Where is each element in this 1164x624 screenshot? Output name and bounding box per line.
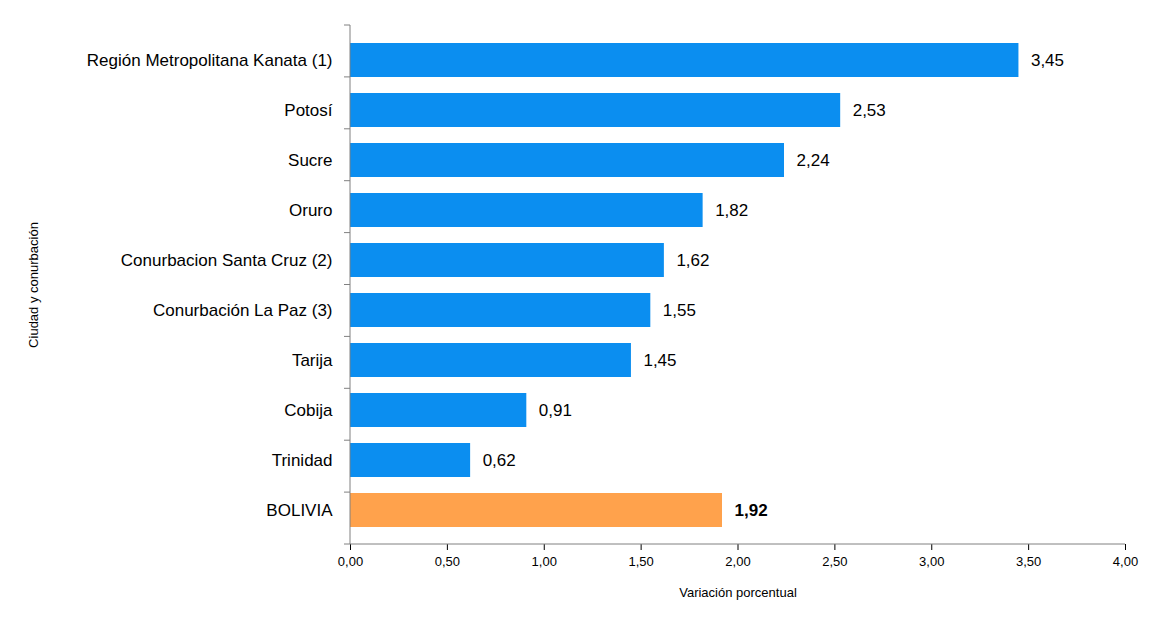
svg-text:1,50: 1,50 xyxy=(628,554,653,569)
svg-text:1,92: 1,92 xyxy=(735,501,768,520)
svg-text:1,82: 1,82 xyxy=(715,201,748,220)
svg-text:2,00: 2,00 xyxy=(725,554,750,569)
svg-text:Potosí: Potosí xyxy=(284,101,332,120)
svg-text:1,55: 1,55 xyxy=(663,301,696,320)
svg-text:Variación porcentual: Variación porcentual xyxy=(679,585,797,600)
svg-text:Ciudad y conurbación: Ciudad y conurbación xyxy=(26,222,41,348)
svg-text:Región Metropolitana Kanata (1: Región Metropolitana Kanata (1) xyxy=(87,51,333,70)
svg-text:0,50: 0,50 xyxy=(435,554,460,569)
svg-text:2,53: 2,53 xyxy=(853,101,886,120)
svg-text:Sucre: Sucre xyxy=(288,151,332,170)
svg-text:1,62: 1,62 xyxy=(676,251,709,270)
svg-text:0,91: 0,91 xyxy=(539,401,572,420)
svg-text:3,00: 3,00 xyxy=(919,554,944,569)
svg-text:Trinidad: Trinidad xyxy=(272,451,333,470)
svg-text:2,24: 2,24 xyxy=(797,151,830,170)
svg-text:Tarija: Tarija xyxy=(292,351,333,370)
svg-text:3,50: 3,50 xyxy=(1016,554,1041,569)
svg-text:Conurbacion Santa Cruz (2): Conurbacion Santa Cruz (2) xyxy=(121,251,333,270)
svg-text:BOLIVIA: BOLIVIA xyxy=(266,501,333,520)
svg-text:3,45: 3,45 xyxy=(1031,51,1064,70)
svg-text:Conurbación La Paz (3): Conurbación La Paz (3) xyxy=(153,301,333,320)
svg-text:1,45: 1,45 xyxy=(643,351,676,370)
svg-text:1,00: 1,00 xyxy=(532,554,557,569)
svg-text:4,00: 4,00 xyxy=(1113,554,1138,569)
svg-text:2,50: 2,50 xyxy=(822,554,847,569)
svg-text:0,00: 0,00 xyxy=(338,554,363,569)
svg-text:Cobija: Cobija xyxy=(284,401,333,420)
svg-text:0,62: 0,62 xyxy=(483,451,516,470)
svg-text:Oruro: Oruro xyxy=(289,201,332,220)
